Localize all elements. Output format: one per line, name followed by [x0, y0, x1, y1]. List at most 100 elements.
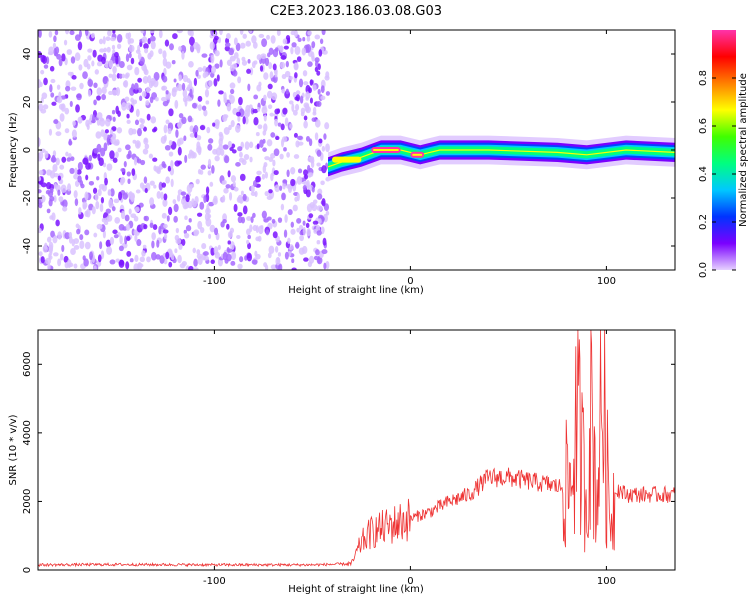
noise-speckle	[142, 76, 149, 84]
snr-x-label: Height of straight line (km)	[288, 584, 424, 595]
noise-speckle	[286, 152, 290, 158]
noise-speckle	[297, 141, 304, 146]
noise-speckle	[61, 156, 67, 163]
noise-speckle	[294, 72, 298, 79]
noise-speckle	[299, 234, 304, 242]
noise-speckle	[103, 142, 108, 152]
noise-speckle	[217, 244, 221, 250]
noise-speckle	[316, 239, 321, 245]
noise-speckle	[229, 82, 236, 89]
noise-speckle	[209, 224, 216, 233]
noise-speckle	[263, 161, 268, 168]
noise-speckle	[65, 151, 69, 157]
noise-speckle	[120, 210, 126, 220]
noise-speckle	[161, 182, 167, 188]
noise-speckle	[126, 64, 133, 71]
noise-speckle	[303, 169, 308, 176]
noise-speckle	[53, 183, 58, 190]
noise-speckle	[209, 181, 214, 187]
noise-speckle	[86, 123, 90, 131]
noise-speckle	[78, 207, 82, 215]
noise-speckle	[40, 108, 47, 114]
noise-speckle	[192, 152, 197, 159]
noise-speckle	[176, 83, 183, 92]
noise-speckle	[321, 165, 327, 174]
noise-speckle	[278, 263, 283, 270]
noise-speckle	[292, 109, 298, 116]
noise-speckle	[77, 116, 83, 124]
noise-speckle	[210, 259, 215, 265]
noise-speckle	[111, 206, 116, 212]
noise-speckle	[205, 217, 212, 227]
noise-speckle	[122, 192, 128, 200]
noise-speckle	[295, 241, 300, 249]
noise-speckle	[84, 210, 89, 217]
noise-speckle	[55, 157, 60, 166]
noise-speckle	[38, 137, 41, 147]
noise-speckle	[312, 106, 317, 114]
noise-speckle	[109, 129, 114, 135]
noise-speckle	[143, 68, 149, 76]
noise-speckle	[261, 210, 267, 219]
noise-speckle	[61, 244, 65, 253]
noise-speckle	[137, 128, 142, 137]
noise-speckle	[127, 150, 132, 159]
noise-speckle	[173, 203, 179, 213]
noise-speckle	[277, 252, 282, 257]
snr-x-axis: -100 0 100	[203, 330, 616, 587]
noise-speckle	[117, 110, 121, 117]
snr-x-tick-label: -100	[203, 576, 226, 587]
noise-speckle	[76, 93, 82, 101]
noise-speckle	[194, 195, 199, 204]
noise-speckle	[162, 229, 169, 234]
noise-speckle	[124, 73, 129, 79]
noise-speckle	[266, 90, 273, 99]
noise-speckle	[280, 55, 287, 60]
noise-speckle	[246, 252, 253, 262]
noise-speckle	[174, 248, 178, 254]
noise-speckle	[201, 243, 207, 250]
noise-speckle	[246, 216, 252, 221]
noise-speckle	[156, 239, 160, 248]
noise-speckle	[46, 181, 52, 190]
noise-speckle	[193, 77, 198, 87]
noise-speckle	[223, 187, 229, 194]
noise-speckle	[57, 175, 61, 181]
noise-speckle	[90, 32, 95, 39]
noise-speckle	[289, 123, 293, 129]
snr-y-tick-label: 6000	[22, 352, 33, 377]
noise-speckle	[75, 223, 80, 229]
noise-speckle	[210, 54, 215, 64]
noise-speckle	[128, 44, 135, 53]
noise-speckle	[168, 206, 173, 216]
noise-speckle	[114, 51, 119, 58]
noise-speckle	[140, 30, 145, 34]
noise-speckle	[287, 209, 293, 216]
spectrogram-y-tick-label: -20	[22, 190, 33, 206]
noise-speckle	[149, 50, 154, 58]
noise-speckle	[279, 153, 284, 160]
noise-speckle	[192, 267, 199, 270]
noise-speckle	[127, 178, 131, 185]
noise-speckle	[266, 34, 270, 40]
noise-speckle	[143, 43, 149, 50]
noise-speckle	[224, 42, 231, 48]
noise-speckle	[186, 97, 193, 102]
noise-speckle	[297, 168, 303, 174]
noise-speckle	[118, 61, 125, 69]
noise-speckle	[267, 83, 273, 90]
noise-speckle	[222, 194, 226, 203]
noise-speckle	[249, 67, 254, 76]
noise-speckle	[184, 215, 188, 221]
noise-speckle	[175, 238, 182, 245]
noise-speckle	[52, 42, 57, 49]
noise-speckle	[247, 242, 252, 250]
noise-speckle	[241, 56, 246, 62]
noise-speckle	[298, 225, 304, 230]
noise-speckle	[314, 34, 321, 40]
noise-speckle	[109, 150, 115, 160]
noise-speckle	[77, 161, 83, 171]
noise-speckle	[184, 97, 188, 107]
noise-speckle	[165, 61, 172, 69]
noise-speckle	[180, 44, 187, 54]
